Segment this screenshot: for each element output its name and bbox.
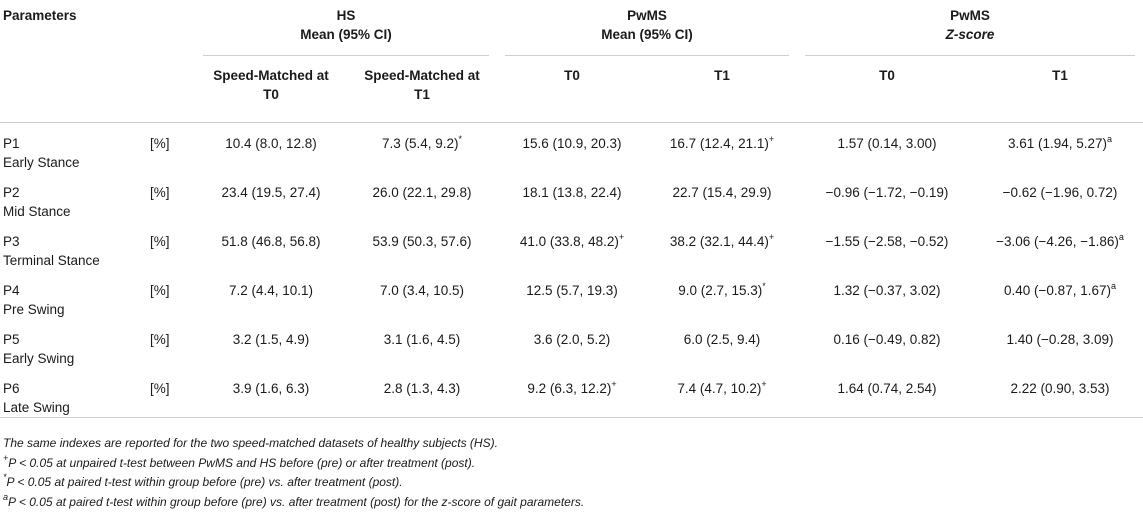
hs-t1-cell: 53.9 (50.3, 57.6) — [372, 233, 472, 249]
pwms-group-header: PwMS Mean (95% CI) — [497, 0, 797, 56]
pw-t0-cell: 15.6 (10.9, 20.3) — [522, 135, 622, 151]
zscore-group-header: PwMS Z-score — [797, 0, 1143, 56]
z-t0-cell: −0.96 (−1.72, −0.19) — [825, 184, 949, 200]
unit-cell: [%] — [150, 367, 195, 418]
pw-t1-cell: 16.7 (12.4, 21.1)+ — [669, 133, 775, 151]
hs-t1-cell: 2.8 (1.3, 4.3) — [347, 367, 497, 418]
table-row: P1 Early Stance [%] 10.4 (8.0, 12.8) 7.3 (5.… — [0, 122, 1143, 172]
zscore-group-subtitle: Z-score — [945, 27, 995, 42]
pw-t1-cell: 22.7 (15.4, 29.9) — [672, 184, 772, 200]
unit-cell: [%] — [150, 135, 170, 151]
pw-t0-cell: 3.6 (2.0, 5.2) — [533, 331, 611, 347]
header-spacer — [0, 56, 195, 123]
hs-group-title: HS — [336, 8, 356, 23]
hs-t0-cell: 51.8 (46.8, 56.8) — [221, 233, 321, 249]
table-row: P6 Late Swing [%] 3.9 (1.6, 6.3) 2.8 (1.3, 4… — [0, 367, 1143, 418]
pw-t0-cell: 12.5 (5.7, 19.3) — [526, 282, 618, 298]
table-row: P3 Terminal Stance [%] 51.8 (46.8, 56.8) 53.… — [0, 221, 1143, 270]
pw-t1-cell: 9.0 (2.7, 15.3)* — [678, 280, 766, 298]
hs-t0-cell: 7.2 (4.4, 10.1) — [228, 282, 314, 298]
hs-group-header: HS Mean (95% CI) — [195, 0, 497, 56]
z-t1-cell: 1.40 (−0.28, 3.09) — [1006, 331, 1114, 347]
hs-t0-cell: 10.4 (8.0, 12.8) — [225, 135, 317, 151]
table-row: P5 Early Swing [%] 3.2 (1.5, 4.9) 3.1 (1.6, … — [0, 319, 1143, 368]
z-t1-cell: 2.22 (0.90, 3.53) — [977, 367, 1143, 418]
footnote-3: *P < 0.05 at paired t-test within group … — [3, 472, 403, 490]
footnote-4: aP < 0.05 at paired t-test within group … — [3, 491, 585, 509]
unit-cell: [%] — [150, 184, 170, 200]
unit-cell: [%] — [150, 282, 170, 298]
z-t1-cell: 3.61 (1.94, 5.27)a — [1007, 133, 1113, 151]
pw-t1-cell: 38.2 (32.1, 44.4)+ — [669, 231, 775, 249]
z-t0-cell: 1.64 (0.74, 2.54) — [797, 367, 977, 418]
hs-t1-cell: 26.0 (22.1, 29.8) — [372, 184, 472, 200]
z-t1-cell: 0.40 (−0.87, 1.67)a — [1004, 280, 1116, 298]
parameter-name: P6 Late Swing — [0, 367, 150, 418]
col-pw-t0: T0 — [497, 56, 647, 123]
hs-t1-cell: 3.1 (1.6, 4.5) — [383, 331, 461, 347]
col-z-t0: T0 — [797, 56, 977, 123]
z-t0-cell: 0.16 (−0.49, 0.82) — [833, 331, 941, 347]
z-t0-cell: 1.57 (0.14, 3.00) — [837, 135, 937, 151]
parameter-name: P1 Early Stance — [3, 135, 80, 170]
pw-t0-cell: 18.1 (13.8, 22.4) — [522, 184, 622, 200]
zscore-group-title: PwMS — [950, 8, 990, 23]
footnote-1: The same indexes are reported for the tw… — [3, 436, 498, 450]
parameter-name: P3 Terminal Stance — [3, 233, 100, 268]
pw-t0-cell: 41.0 (33.8, 48.2)+ — [519, 231, 625, 249]
hs-t1-cell: 7.3 (5.4, 9.2)* — [381, 133, 463, 151]
pw-t1-cell: 7.4 (4.7, 10.2)+ — [647, 367, 797, 418]
hs-group-subtitle: Mean (95% CI) — [300, 27, 392, 42]
unit-cell: [%] — [150, 331, 170, 347]
footnote-2: +P < 0.05 at unpaired t-test between PwM… — [3, 452, 476, 470]
z-t1-cell: −0.62 (−1.96, 0.72) — [1002, 184, 1118, 200]
z-t0-cell: −1.55 (−2.58, −0.52) — [825, 233, 949, 249]
table-row: P4 Pre Swing [%] 7.2 (4.4, 10.1) 7.0 (3.4, 1… — [0, 270, 1143, 319]
parameter-name: P5 Early Swing — [3, 331, 75, 366]
unit-cell: [%] — [150, 233, 170, 249]
gait-parameters-table: Parameters HS Mean (95% CI) PwMS Mean (9… — [0, 0, 1143, 418]
parameter-name: P4 Pre Swing — [3, 282, 65, 317]
hs-t1-cell: 7.0 (3.4, 10.5) — [379, 282, 465, 298]
hs-t0-cell: 3.2 (1.5, 4.9) — [232, 331, 310, 347]
table-row: P2 Mid Stance [%] 23.4 (19.5, 27.4) 26.0 (22… — [0, 172, 1143, 221]
pwms-group-subtitle: Mean (95% CI) — [601, 27, 693, 42]
parameter-name: P2 Mid Stance — [3, 184, 71, 219]
parameters-header: Parameters — [3, 8, 77, 23]
pw-t0-cell: 9.2 (6.3, 12.2)+ — [497, 367, 647, 418]
pwms-group-title: PwMS — [627, 8, 667, 23]
z-t0-cell: 1.32 (−0.37, 3.02) — [833, 282, 941, 298]
table-footnotes: The same indexes are reported for the tw… — [3, 434, 1133, 512]
hs-t0-cell: 23.4 (19.5, 27.4) — [221, 184, 321, 200]
col-hs-t1: Speed-Matched at T1 — [347, 56, 497, 123]
col-hs-t0: Speed-Matched at T0 — [195, 56, 347, 123]
z-t1-cell: −3.06 (−4.26, −1.86)a — [996, 231, 1124, 249]
hs-t0-cell: 3.9 (1.6, 6.3) — [195, 367, 347, 418]
col-pw-t1: T1 — [647, 56, 797, 123]
col-z-t1: T1 — [977, 56, 1143, 123]
pw-t1-cell: 6.0 (2.5, 9.4) — [683, 331, 761, 347]
